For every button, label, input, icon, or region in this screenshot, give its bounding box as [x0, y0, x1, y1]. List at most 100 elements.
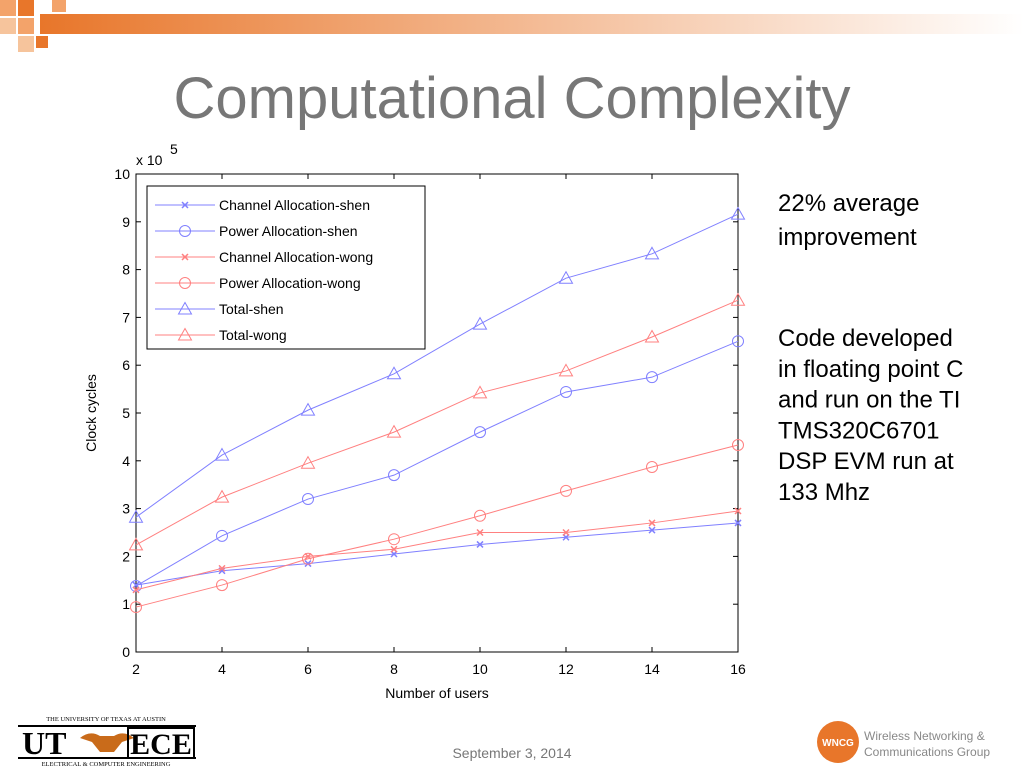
y-tick-label: 8: [122, 262, 130, 278]
marker: [730, 206, 746, 220]
marker: [646, 371, 658, 384]
marker: [476, 528, 484, 537]
marker: [562, 528, 570, 537]
marker: [730, 292, 746, 306]
x-tick-label: 16: [730, 661, 746, 677]
logo-text: ECE: [130, 728, 192, 761]
marker: [388, 533, 400, 546]
x-tick-label: 8: [390, 661, 398, 677]
x-tick-label: 2: [132, 661, 140, 677]
legend-label: Channel Allocation-shen: [219, 197, 370, 213]
note-line: 133 Mhz: [778, 479, 870, 506]
marker: [302, 552, 314, 565]
marker: [216, 529, 228, 542]
marker: [732, 335, 744, 348]
legend-marker: [177, 327, 193, 341]
marker: [128, 537, 144, 551]
marker: [130, 580, 142, 593]
marker: [132, 586, 140, 594]
y-multiplier-exponent: 5: [170, 141, 178, 157]
y-tick-label: 4: [122, 453, 130, 469]
marker: [214, 489, 230, 503]
ut-ece-logo: THE UNIVERSITY OF TEXAS AT AUSTIN UT ECE…: [18, 716, 196, 768]
x-tick-label: 12: [558, 661, 574, 677]
marker: [390, 545, 398, 553]
y-tick-label: 3: [122, 501, 130, 517]
marker: [304, 560, 312, 568]
legend-label: Total-wong: [219, 327, 287, 343]
y-tick-label: 9: [122, 214, 130, 230]
marker: [388, 469, 400, 482]
legend-marker: [181, 201, 189, 209]
x-tick-label: 6: [304, 661, 312, 677]
series-line: [135, 510, 739, 591]
x-tick-label: 14: [644, 661, 660, 677]
logo-text: UT: [22, 725, 66, 761]
note-line: TMS320C6701: [778, 417, 939, 444]
x-tick-label: 10: [472, 661, 488, 677]
legend-label: Total-shen: [219, 301, 284, 317]
legend-label: Power Allocation-wong: [219, 275, 361, 291]
marker: [558, 363, 574, 377]
marker: [732, 439, 744, 452]
note-line: and run on the TI: [778, 387, 960, 414]
y-axis-label: Clock cycles: [83, 374, 99, 452]
legend-marker: [179, 225, 191, 237]
logo-text: THE UNIVERSITY OF TEXAS AT AUSTIN: [46, 716, 166, 723]
slide-title: Computational Complexity: [174, 66, 851, 131]
marker: [646, 461, 658, 474]
legend-marker: [179, 277, 191, 289]
note-line: improvement: [778, 224, 917, 251]
y-tick-label: 10: [114, 166, 130, 182]
marker: [386, 424, 402, 438]
logo-text: Communications Group: [864, 745, 990, 759]
y-tick-label: 0: [122, 644, 130, 660]
logo-text: Wireless Networking &: [864, 729, 985, 743]
marker: [648, 519, 656, 527]
marker: [734, 519, 742, 527]
y-tick-label: 7: [122, 309, 130, 325]
note-line: 22% average: [778, 190, 919, 217]
series-line: [135, 522, 739, 586]
marker: [558, 270, 574, 284]
slide-date: September 3, 2014: [452, 745, 571, 761]
marker: [472, 385, 488, 399]
marker: [560, 484, 572, 497]
y-tick-label: 1: [122, 596, 130, 612]
marker: [560, 385, 572, 398]
header-decoration: [0, 0, 1024, 52]
legend-label: Channel Allocation-wong: [219, 249, 373, 265]
legend-box: [146, 185, 426, 350]
legend-marker: [177, 301, 193, 315]
marker: [128, 509, 144, 523]
note-line: in floating point C: [778, 356, 963, 383]
marker: [386, 366, 402, 380]
y-tick-label: 5: [122, 405, 130, 421]
marker: [214, 447, 230, 461]
legend-label: Power Allocation-shen: [219, 223, 358, 239]
y-multiplier: x 10: [136, 152, 163, 168]
series-line: [135, 213, 739, 518]
wncg-logo: WNCG Wireless Networking & Communication…: [817, 721, 990, 763]
legend-marker: [181, 253, 189, 261]
note-block: Code developed in floating point C and run…: [778, 325, 963, 506]
marker: [474, 509, 486, 522]
marker: [130, 601, 142, 614]
y-tick-label: 6: [122, 357, 130, 373]
note-line: DSP EVM run at: [778, 448, 954, 475]
marker: [644, 246, 660, 260]
series-line: [135, 444, 739, 608]
marker: [734, 507, 742, 515]
marker: [216, 579, 228, 592]
y-tick-label: 2: [122, 548, 130, 564]
note-line: Code developed: [778, 325, 953, 352]
marker: [648, 526, 656, 534]
marker: [300, 402, 316, 416]
marker: [472, 316, 488, 330]
marker: [302, 493, 314, 506]
logo-text: WNCG: [822, 738, 854, 749]
marker: [300, 455, 316, 469]
marker: [218, 564, 226, 572]
